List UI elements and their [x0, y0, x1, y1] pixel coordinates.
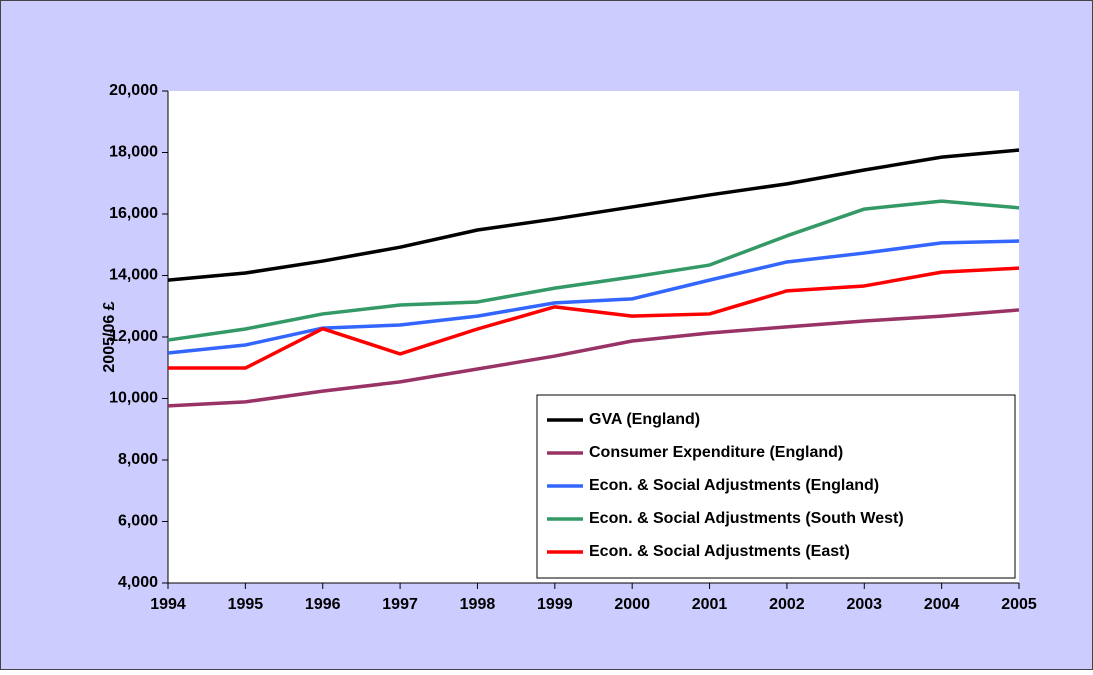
x-tick-label: 1997 [382, 596, 418, 613]
x-tick-label: 2004 [924, 596, 960, 613]
x-tick-label: 1998 [460, 596, 496, 613]
x-tick-label: 2000 [614, 596, 650, 613]
series-line [167, 199, 1020, 342]
y-tick-label: 8,000 [118, 451, 158, 468]
series-line [167, 148, 1020, 282]
x-tick-label: 2001 [692, 596, 728, 613]
x-tick-label: 2003 [846, 596, 882, 613]
y-tick-label: 6,000 [118, 513, 158, 530]
x-tick-label: 1996 [305, 596, 341, 613]
x-tick-label: 2005 [1001, 596, 1037, 613]
x-tick-label: 1994 [150, 596, 186, 613]
x-tick-label: 1999 [537, 596, 573, 613]
y-tick-label: 4,000 [118, 574, 158, 591]
legend-label: Econ. & Social Adjustments (South West) [589, 510, 904, 527]
legend-label: GVA (England) [589, 411, 700, 428]
y-tick-label: 18,000 [109, 144, 158, 161]
y-axis-label: 2005/06 £ [101, 301, 118, 372]
series-line [167, 239, 1020, 355]
series-line [168, 266, 1020, 370]
x-tick-label: 1995 [228, 596, 264, 613]
y-tick-label: 14,000 [109, 267, 158, 284]
legend [536, 394, 1016, 579]
x-tick-label: 2002 [769, 596, 805, 613]
y-tick-label: 20,000 [109, 82, 158, 99]
legend-label: Econ. & Social Adjustments (England) [589, 477, 879, 494]
y-tick-label: 16,000 [109, 205, 158, 222]
y-tick-label: 10,000 [109, 390, 158, 407]
y-tick-label: 12,000 [109, 328, 158, 345]
legend-label: Consumer Expenditure (England) [589, 444, 843, 461]
series-line [167, 308, 1020, 408]
legend-label: Econ. & Social Adjustments (East) [589, 543, 850, 560]
